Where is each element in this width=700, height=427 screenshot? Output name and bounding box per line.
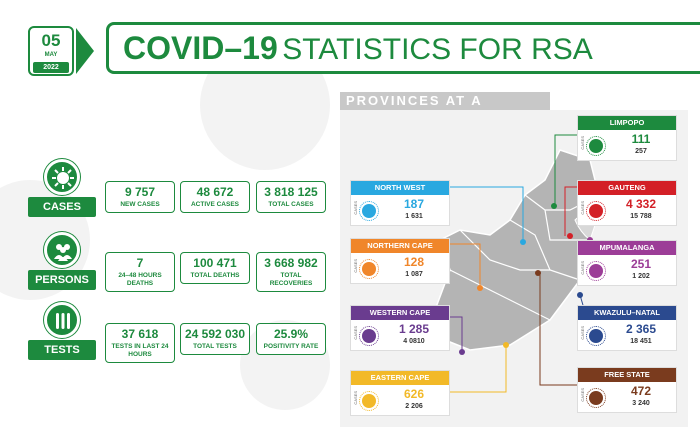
stat-label: TOTAL CASES bbox=[268, 201, 314, 208]
province-total-cases: 3 240 bbox=[632, 400, 650, 407]
stat-total-cases: 3 818 125 TOTAL CASES bbox=[256, 181, 326, 213]
cases-caption: CASES bbox=[580, 136, 585, 150]
province-new-cases: 111 bbox=[631, 132, 651, 146]
province-total-cases: 4 0810 bbox=[403, 338, 425, 345]
virus-icon bbox=[586, 388, 606, 408]
province-new-cases: 251 bbox=[630, 257, 652, 271]
category-persons: PERSONS bbox=[28, 232, 96, 290]
stat-deaths-24-48: 7 24–48 HOURS DEATHS bbox=[105, 252, 175, 292]
province-name: NORTH WEST bbox=[351, 181, 449, 195]
stat-value: 37 618 bbox=[121, 327, 159, 341]
stat-value: 9 757 bbox=[124, 185, 156, 199]
page-title: COVID–19 STATISTICS FOR RSA bbox=[106, 22, 700, 74]
virus-icon bbox=[586, 326, 606, 346]
category-cases: CASES bbox=[28, 159, 96, 217]
stat-label: TOTAL DEATHS bbox=[190, 272, 240, 279]
province-card-gauteng: GAUTENG CASES 4 332 15 788 bbox=[577, 180, 677, 226]
test-tubes-icon bbox=[44, 302, 80, 338]
stat-value: 25.9% bbox=[273, 327, 309, 341]
title-rest: STATISTICS FOR RSA bbox=[282, 33, 593, 66]
stat-label: TOTAL TESTS bbox=[193, 343, 237, 350]
province-name: WESTERN CAPE bbox=[351, 306, 449, 320]
province-total-cases: 1 202 bbox=[632, 273, 650, 280]
date-day: 05 bbox=[41, 31, 61, 50]
category-label: PERSONS bbox=[28, 270, 96, 290]
date-month: MAY bbox=[44, 52, 58, 58]
province-name: EASTERN CAPE bbox=[351, 371, 449, 385]
virus-icon bbox=[359, 259, 379, 279]
province-total-cases: 2 206 bbox=[405, 403, 423, 410]
people-icon bbox=[44, 232, 80, 268]
stat-value: 48 672 bbox=[196, 185, 234, 199]
stat-value: 7 bbox=[136, 256, 144, 270]
stat-label: NEW CASES bbox=[120, 201, 160, 208]
stat-total-deaths: 100 471 TOTAL DEATHS bbox=[180, 252, 250, 284]
virus-icon bbox=[586, 261, 606, 281]
province-new-cases: 2 365 bbox=[625, 322, 657, 336]
category-tests: TESTS bbox=[28, 302, 96, 360]
province-card-free-state: FREE STATE CASES 472 3 240 bbox=[577, 367, 677, 413]
stat-new-cases: 9 757 NEW CASES bbox=[105, 181, 175, 213]
province-card-north-west: NORTH WEST CASES 187 1 631 bbox=[350, 180, 450, 226]
province-name: MPUMALANGA bbox=[578, 241, 676, 255]
virus-icon bbox=[44, 159, 80, 195]
virus-icon bbox=[586, 201, 606, 221]
chevron-right-icon bbox=[76, 28, 94, 74]
stat-tests-24h: 37 618 TESTS IN LAST 24 HOURS bbox=[105, 323, 175, 363]
province-card-eastern-cape: EASTERN CAPE CASES 626 2 206 bbox=[350, 370, 450, 416]
province-card-northern-cape: NORTHERN CAPE CASES 128 1 087 bbox=[350, 238, 450, 284]
cases-caption: CASES bbox=[580, 201, 585, 215]
province-total-cases: 1 087 bbox=[405, 271, 423, 278]
stat-total-tests: 24 592 030 TOTAL TESTS bbox=[180, 323, 250, 355]
province-new-cases: 4 332 bbox=[625, 197, 657, 211]
cases-caption: CASES bbox=[580, 388, 585, 402]
stat-label: TOTAL RECOVERIES bbox=[269, 272, 313, 287]
province-card-mpumalanga: MPUMALANGA CASES 251 1 202 bbox=[577, 240, 677, 286]
province-new-cases: 472 bbox=[630, 384, 652, 398]
province-name: NORTHERN CAPE bbox=[351, 239, 449, 253]
virus-icon bbox=[586, 136, 606, 156]
cases-caption: CASES bbox=[353, 201, 358, 215]
province-card-limpopo: LIMPOPO CASES 111 257 bbox=[577, 115, 677, 161]
province-card-kwazulu-natal: KWAZULU–NATAL CASES 2 365 18 451 bbox=[577, 305, 677, 351]
province-total-cases: 1 631 bbox=[405, 213, 423, 220]
province-new-cases: 1 285 bbox=[398, 322, 430, 336]
date-badge: 05 MAY 2022 bbox=[28, 26, 74, 76]
stat-value: 24 592 030 bbox=[184, 327, 246, 341]
stat-value: 3 818 125 bbox=[264, 185, 318, 199]
province-total-cases: 18 451 bbox=[630, 338, 652, 345]
province-name: GAUTENG bbox=[578, 181, 676, 195]
stat-label: TESTS IN LAST 24 HOURS bbox=[111, 343, 169, 358]
province-name: LIMPOPO bbox=[578, 116, 676, 130]
province-card-western-cape: WESTERN CAPE CASES 1 285 4 0810 bbox=[350, 305, 450, 351]
provinces-heading: PROVINCES AT A GLANCE bbox=[340, 92, 550, 126]
province-name: KWAZULU–NATAL bbox=[578, 306, 676, 320]
province-name: FREE STATE bbox=[578, 368, 676, 382]
cases-caption: CASES bbox=[353, 326, 358, 340]
province-new-cases: 128 bbox=[403, 255, 425, 269]
stat-active-cases: 48 672 ACTIVE CASES bbox=[180, 181, 250, 213]
category-label: CASES bbox=[28, 197, 96, 217]
category-label: TESTS bbox=[28, 340, 96, 360]
cases-caption: CASES bbox=[353, 259, 358, 273]
stat-positivity-rate: 25.9% POSITIVITY RATE bbox=[256, 323, 326, 355]
province-total-cases: 15 788 bbox=[630, 213, 652, 220]
stat-value: 100 471 bbox=[193, 256, 237, 270]
province-new-cases: 187 bbox=[403, 197, 425, 211]
stat-value: 3 668 982 bbox=[264, 256, 318, 270]
stat-total-recoveries: 3 668 982 TOTAL RECOVERIES bbox=[256, 252, 326, 292]
stat-label: POSITIVITY RATE bbox=[263, 343, 319, 350]
stat-label: ACTIVE CASES bbox=[190, 201, 240, 208]
virus-icon bbox=[359, 201, 379, 221]
title-main: COVID–19 bbox=[123, 30, 278, 66]
cases-caption: CASES bbox=[353, 391, 358, 405]
province-total-cases: 257 bbox=[635, 148, 647, 155]
virus-icon bbox=[359, 326, 379, 346]
province-new-cases: 626 bbox=[403, 387, 425, 401]
stat-label: 24–48 HOURS DEATHS bbox=[118, 272, 162, 287]
date-year: 2022 bbox=[33, 62, 69, 73]
virus-icon bbox=[359, 391, 379, 411]
cases-caption: CASES bbox=[580, 326, 585, 340]
cases-caption: CASES bbox=[580, 261, 585, 275]
